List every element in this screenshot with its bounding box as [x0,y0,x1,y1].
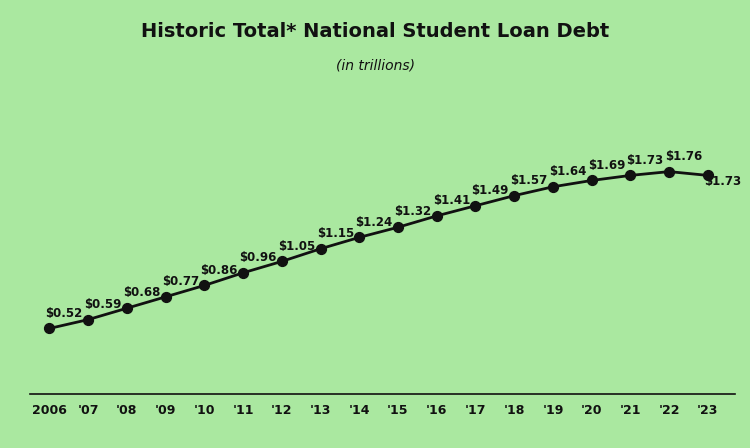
Point [314,245,326,252]
Text: $1.41: $1.41 [433,194,470,207]
Point [353,234,365,241]
Point [663,168,675,175]
Point [586,177,598,184]
Point [160,293,172,301]
Text: $1.49: $1.49 [472,184,509,197]
Text: $1.73: $1.73 [704,175,741,188]
Text: $1.32: $1.32 [394,206,431,219]
Text: $1.76: $1.76 [665,150,703,163]
Text: $1.05: $1.05 [278,240,315,253]
Text: $1.57: $1.57 [510,174,548,187]
Point [509,192,520,199]
Point [121,305,133,312]
Point [237,269,249,276]
Text: $0.52: $0.52 [46,306,82,319]
Point [702,172,714,179]
Point [44,325,55,332]
Point [547,183,559,190]
Point [276,258,288,265]
Point [430,212,442,220]
Text: $1.15: $1.15 [316,227,354,240]
Point [625,172,637,179]
Text: $0.77: $0.77 [162,275,199,288]
Text: Historic Total* National Student Loan Debt: Historic Total* National Student Loan De… [141,22,609,41]
Text: (in trillions): (in trillions) [335,58,415,72]
Point [82,316,94,323]
Text: $1.24: $1.24 [356,215,393,228]
Text: $1.64: $1.64 [549,165,586,178]
Text: $0.86: $0.86 [200,263,238,276]
Text: $0.96: $0.96 [239,251,277,264]
Text: $1.69: $1.69 [588,159,626,172]
Point [470,202,482,209]
Text: $0.59: $0.59 [84,298,122,311]
Text: $0.68: $0.68 [123,286,160,299]
Text: $1.73: $1.73 [626,154,664,167]
Point [198,282,210,289]
Point [392,224,404,231]
